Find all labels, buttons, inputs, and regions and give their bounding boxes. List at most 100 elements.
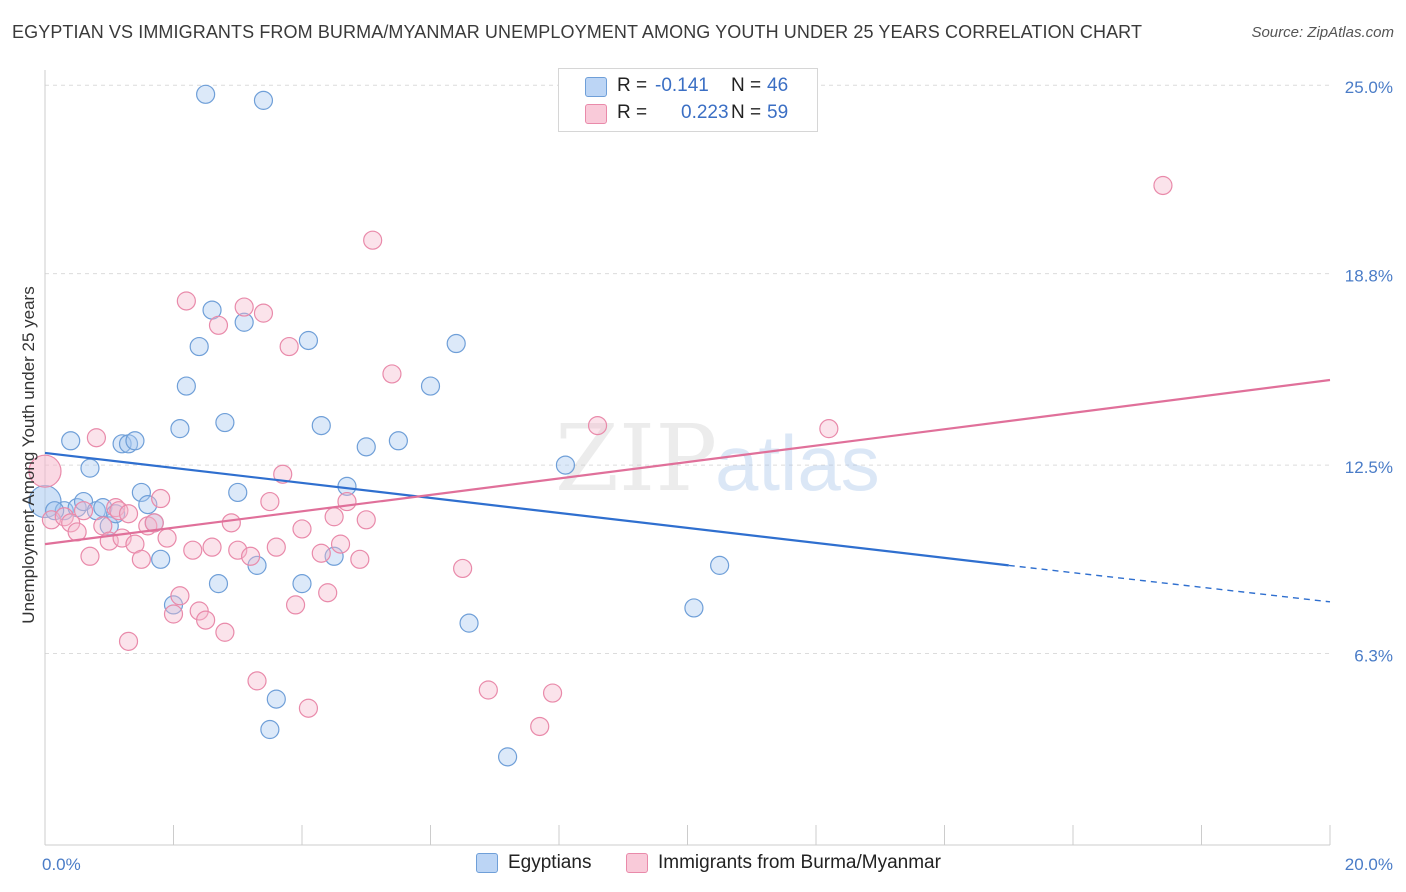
burma-point [208, 315, 229, 335]
egyptians-point [170, 419, 190, 439]
legend-r-label: R = [617, 75, 648, 96]
egyptians-point [234, 312, 254, 332]
egyptians-point [266, 689, 286, 709]
source-label: Source: ZipAtlas.com [1251, 24, 1394, 41]
burma-point [202, 537, 222, 557]
burma-point [86, 428, 107, 448]
egyptians-point [710, 555, 730, 575]
watermark-atlas: atlas [715, 419, 880, 507]
burma-point [542, 683, 563, 703]
burma-point [337, 491, 357, 512]
burma-point [221, 513, 241, 533]
legend-r-value-burma: 0.223 [681, 102, 729, 123]
bottom-legend-label-burma: Immigrants from Burma/Myanmar [658, 852, 941, 873]
burma-point [273, 464, 293, 484]
egyptians-point [459, 613, 479, 633]
egyptians-point [684, 598, 704, 618]
trendlines [44, 378, 1331, 603]
burma-point [118, 631, 139, 651]
burma-point [311, 543, 331, 563]
burma-point [587, 415, 608, 436]
legend-r-label: R = [617, 102, 648, 123]
burma-point [196, 610, 216, 630]
egyptians-point [80, 458, 100, 478]
legend-n-value-burma: 59 [767, 102, 789, 123]
burma-point [363, 230, 383, 250]
burma-point [118, 504, 139, 524]
egyptians-point [151, 549, 171, 569]
egyptians-point [131, 482, 151, 503]
egyptians-point [215, 412, 235, 433]
legend-n-value-egyptians: 46 [767, 75, 789, 96]
egyptians-point [253, 90, 274, 110]
y-tick-label: 6.3% [1354, 647, 1393, 666]
y-axis-label: Unemployment Among Youth under 25 years [19, 286, 38, 623]
burma-point [131, 549, 151, 569]
legend-n-label: N = [731, 102, 762, 123]
burma-point [1153, 175, 1173, 196]
legend-swatch-blue [585, 77, 607, 97]
egyptians-point [388, 431, 408, 451]
burma-point [144, 513, 164, 533]
burma-trendline [44, 378, 1331, 546]
burma-point [530, 716, 550, 737]
egyptians-point [176, 376, 196, 396]
egyptians-point [208, 574, 229, 594]
watermark: ZIP atlas [555, 405, 880, 512]
burma-point [73, 501, 94, 521]
egyptians-point [292, 574, 312, 594]
burma-point [279, 336, 299, 357]
tick-labels: 6.3% 12.5% 18.8% 25.0% 0.0% 20.0% [42, 78, 1393, 874]
egyptians-trendline-extension [1008, 564, 1331, 603]
egyptians-point [356, 437, 376, 457]
legend-swatch-pink [585, 104, 607, 124]
egyptians-point [196, 84, 216, 104]
watermark-zip: ZIP [555, 405, 717, 512]
legend-r-value-egyptians: -0.141 [655, 75, 709, 96]
egyptians-point [260, 719, 280, 740]
burma-point [318, 583, 338, 603]
legend-box: R = -0.141 N = 46 R = 0.223 N = 59 [558, 68, 818, 132]
burma-point [266, 537, 286, 557]
burma-point [157, 528, 177, 548]
egyptians-point [61, 431, 81, 451]
burma-point [183, 540, 203, 560]
bottom-legend-swatch-blue [476, 853, 498, 873]
data-points [28, 84, 1173, 767]
burma-point [260, 491, 280, 512]
bottom-legend-label-egyptians: Egyptians [508, 852, 592, 873]
burma-point [241, 546, 261, 566]
y-tick-label: 18.8% [1345, 267, 1393, 286]
burma-point [382, 364, 402, 384]
burma-point [80, 546, 100, 566]
burma-point [453, 558, 473, 579]
burma-point [285, 595, 306, 615]
egyptians-trendline [44, 451, 1009, 567]
egyptians-point [311, 415, 331, 436]
egyptians-point [228, 482, 248, 503]
burma-point [478, 680, 498, 700]
y-tick-label: 25.0% [1345, 78, 1393, 97]
burma-point [324, 507, 344, 527]
egyptians-point [555, 455, 576, 475]
burma-point [247, 671, 267, 691]
burma-point [350, 549, 370, 569]
egyptians-point [446, 333, 466, 354]
egyptians-point [125, 431, 145, 451]
burma-point [28, 454, 62, 488]
burma-point [298, 698, 319, 718]
grid-lines [45, 84, 1330, 655]
burma-point [330, 534, 351, 554]
y-tick-label: 12.5% [1345, 458, 1393, 477]
egyptians-point [189, 336, 209, 357]
chart-title: EGYPTIAN VS IMMIGRANTS FROM BURMA/MYANMA… [12, 22, 1143, 42]
burma-point [151, 488, 171, 509]
burma-point [356, 510, 376, 530]
egyptians-point [420, 376, 441, 396]
burma-point [253, 303, 274, 323]
egyptians-point [298, 330, 319, 351]
burma-point [234, 297, 254, 317]
legend-n-label: N = [731, 75, 762, 96]
burma-point [292, 519, 312, 539]
